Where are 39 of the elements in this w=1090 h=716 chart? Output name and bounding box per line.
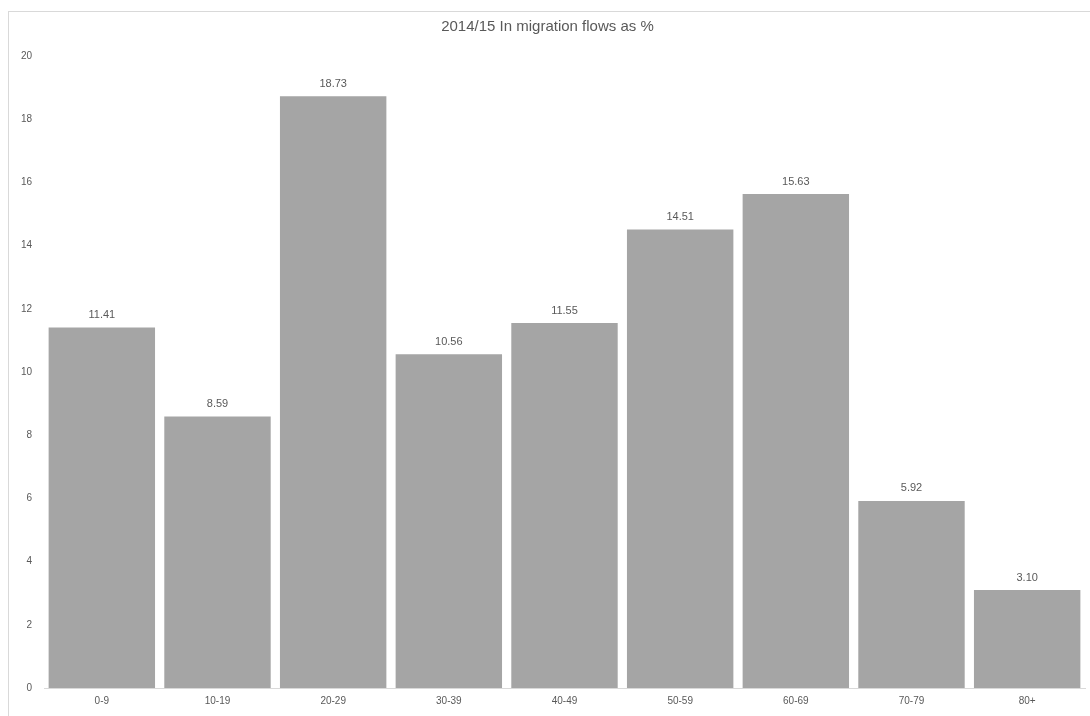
y-tick-label: 10	[20, 365, 33, 377]
y-tick-label: 14	[20, 239, 33, 251]
data-label: 11.55	[551, 303, 578, 316]
y-tick-label: 0	[26, 681, 33, 693]
data-label: 5.92	[900, 481, 923, 494]
bar	[279, 96, 387, 688]
data-label: 15.63	[782, 174, 810, 187]
bar	[858, 500, 965, 688]
x-tick-label: 10-19	[204, 694, 231, 706]
x-tick-label: 70-79	[898, 694, 925, 706]
data-label: 10.56	[435, 334, 463, 347]
chart-title: 2014/15 In migration flows as %	[441, 17, 654, 35]
x-tick-label: 80+	[1018, 694, 1036, 706]
bar	[973, 590, 1081, 688]
bar	[626, 229, 734, 688]
x-tick-label: 60-69	[783, 694, 810, 706]
bar	[48, 327, 156, 688]
x-tick-label: 40-49	[551, 694, 578, 706]
x-tick-label: 20-29	[320, 694, 347, 706]
data-label: 3.10	[1016, 570, 1038, 583]
x-tick-label: 50-59	[667, 694, 694, 706]
y-tick-label: 4	[26, 555, 33, 567]
bar	[395, 354, 503, 688]
data-label: 8.59	[206, 397, 229, 410]
y-tick-label: 2	[26, 618, 33, 630]
bar	[511, 323, 618, 688]
x-tick-label: 30-39	[436, 694, 463, 706]
bar	[742, 194, 850, 688]
data-label: 18.73	[319, 76, 347, 89]
y-tick-label: 6	[26, 492, 33, 504]
bar	[164, 416, 271, 688]
y-tick-label: 20	[20, 49, 33, 61]
data-label: 14.51	[666, 210, 694, 223]
y-tick-label: 18	[20, 112, 33, 124]
y-tick-label: 16	[20, 176, 33, 188]
data-label: 11.41	[88, 307, 116, 320]
x-tick-label: 0-9	[94, 694, 110, 706]
y-tick-label: 12	[20, 302, 33, 314]
y-tick-label: 8	[26, 428, 33, 440]
